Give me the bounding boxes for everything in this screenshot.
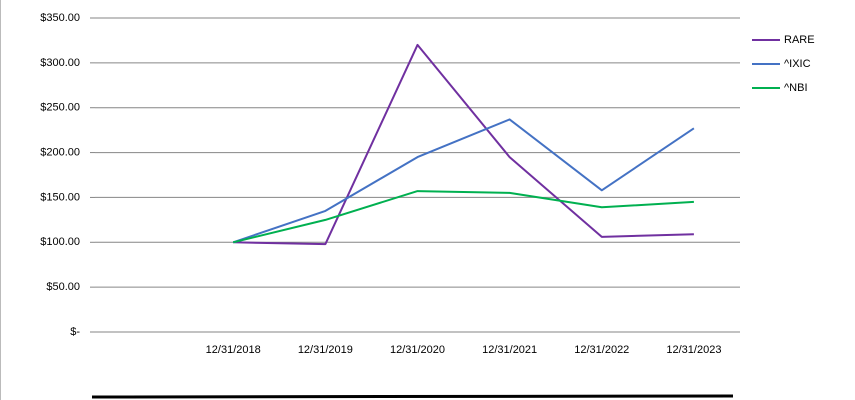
x-tick-label: 12/31/2021 [482, 344, 537, 356]
series-line [233, 43, 694, 246]
y-tick-label: $300.00 [40, 57, 80, 69]
y-tick-label: $- [70, 326, 80, 338]
series-line [232, 190, 694, 244]
x-tick-label: 12/31/2019 [298, 344, 353, 356]
x-tick-label: 12/31/2020 [390, 344, 445, 356]
x-tick-label: 12/31/2023 [666, 344, 721, 356]
legend-label: RARE [784, 34, 815, 46]
y-tick-label: $50.00 [46, 281, 80, 293]
legend-label: ^NBI [784, 82, 808, 94]
y-tick-label: $250.00 [40, 102, 80, 114]
y-tick-label: $350.00 [40, 12, 80, 24]
x-tick-label: 12/31/2018 [206, 344, 261, 356]
x-tick-label: 12/31/2022 [574, 344, 629, 356]
y-tick-label: $150.00 [40, 191, 80, 203]
legend-label: ^IXIC [784, 58, 811, 70]
bottom-rule [91, 394, 734, 399]
series-line [232, 118, 695, 244]
y-tick-label: $200.00 [40, 146, 80, 158]
y-tick-label: $100.00 [40, 236, 80, 248]
